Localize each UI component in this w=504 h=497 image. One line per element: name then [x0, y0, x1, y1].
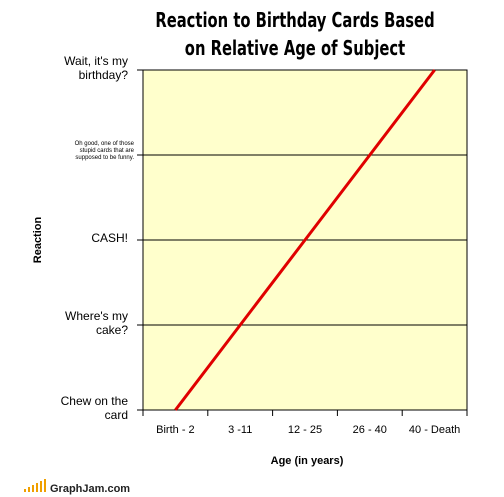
y-tick-label: Wait, it's my birthday?: [64, 54, 128, 82]
x-tick-label: Birth - 2: [156, 424, 195, 436]
x-tick-label: 3 -11: [228, 424, 252, 436]
x-axis-label: Age (in years): [271, 455, 344, 467]
x-tick-label: 12 - 25: [288, 424, 322, 436]
logo: [24, 479, 46, 492]
x-tick-label: 40 - Death: [409, 424, 460, 436]
y-tick-label: Where's my cake?: [65, 309, 128, 337]
chart-title: Reaction to Birthday Cards Based on Rela…: [155, 8, 435, 60]
y-tick-label: CASH!: [91, 231, 128, 245]
y-axis-label: Reaction: [32, 216, 44, 263]
line: [174, 69, 436, 411]
x-tick-label: 26 - 40: [353, 424, 387, 436]
source: GraphJam.com: [50, 483, 131, 495]
y-tick-label: Oh good, one of those stupid cards that …: [74, 140, 134, 161]
y-tick-label: Chew on the card: [60, 394, 128, 422]
